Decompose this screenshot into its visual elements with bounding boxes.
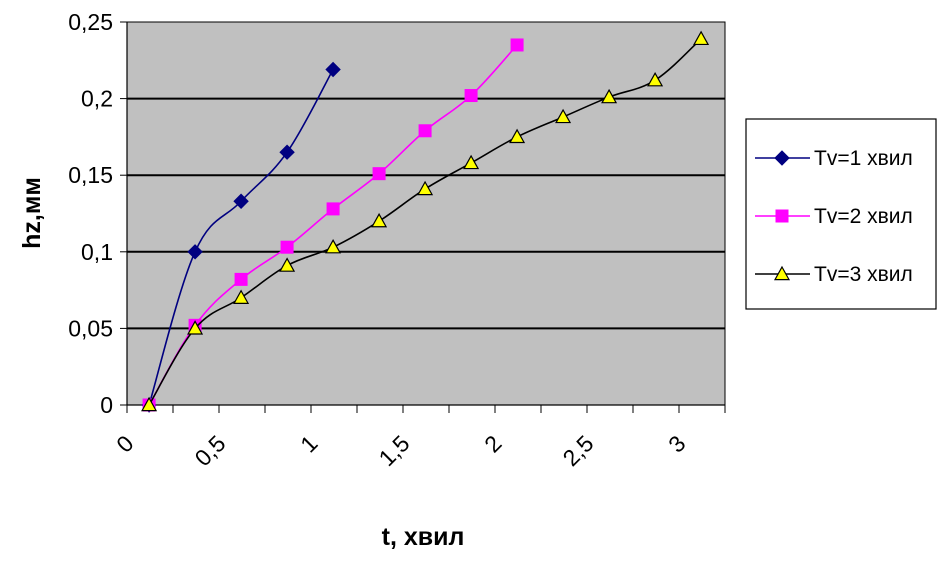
x-tick-label: 2,5 xyxy=(558,430,599,471)
y-tick-label: 0,05 xyxy=(68,315,113,341)
data-point xyxy=(280,240,294,254)
x-tick-label: 3 xyxy=(663,430,690,457)
gridlines xyxy=(127,97,725,330)
series-2 xyxy=(142,38,524,412)
data-point xyxy=(463,154,480,170)
data-point xyxy=(279,144,295,160)
legend-label: Tv=1 хвил xyxy=(814,147,913,170)
legend-label: Tv=3 хвил xyxy=(814,263,913,286)
x-axis-title: t, хвил xyxy=(382,523,465,551)
x-tick-label: 0 xyxy=(111,430,138,457)
data-point xyxy=(233,289,250,304)
y-tick-label: 0,2 xyxy=(81,86,113,112)
data-point xyxy=(187,320,204,335)
data-point xyxy=(510,38,524,52)
data-point xyxy=(509,128,526,144)
data-point xyxy=(418,124,432,138)
data-point xyxy=(372,167,386,181)
y-axis-title: hz,мм xyxy=(18,177,46,249)
data-point xyxy=(371,212,388,228)
data-point xyxy=(279,257,296,272)
x-tick-label: 1,5 xyxy=(374,430,415,471)
data-point xyxy=(233,193,249,209)
data-point xyxy=(326,202,340,216)
data-point xyxy=(555,108,572,124)
y-tick-label: 0,15 xyxy=(68,162,113,188)
data-point xyxy=(773,265,791,281)
data-point xyxy=(234,272,248,286)
series-3 xyxy=(141,30,710,412)
data-point xyxy=(693,30,710,46)
data-point xyxy=(647,71,664,87)
legend-label: Tv=2 хвил xyxy=(814,205,913,228)
axes: 0 0,05 0,1 0,15 0,2 0,25 0 0,5 1 1,5 2 2,5 3 xyxy=(68,9,726,471)
series-layer xyxy=(141,30,710,413)
data-point xyxy=(325,238,342,254)
data-point xyxy=(464,89,478,103)
x-tick-label: 2 xyxy=(479,430,506,457)
x-tick-label: 0,5 xyxy=(190,430,231,471)
data-point xyxy=(774,150,790,166)
data-point xyxy=(601,88,618,104)
data-point xyxy=(187,244,203,260)
plot-area xyxy=(126,21,726,406)
x-tick-label: 1 xyxy=(295,430,322,457)
legend: Tv=1 хвил Tv=2 хвил Tv=3 хвил xyxy=(745,118,937,310)
data-point xyxy=(325,61,341,78)
y-tick-label: 0,25 xyxy=(68,9,113,35)
data-point xyxy=(417,180,434,196)
y-tick-label: 0,1 xyxy=(81,239,113,265)
data-point xyxy=(141,396,158,412)
data-point xyxy=(775,209,789,223)
y-tick-label: 0 xyxy=(100,392,113,418)
